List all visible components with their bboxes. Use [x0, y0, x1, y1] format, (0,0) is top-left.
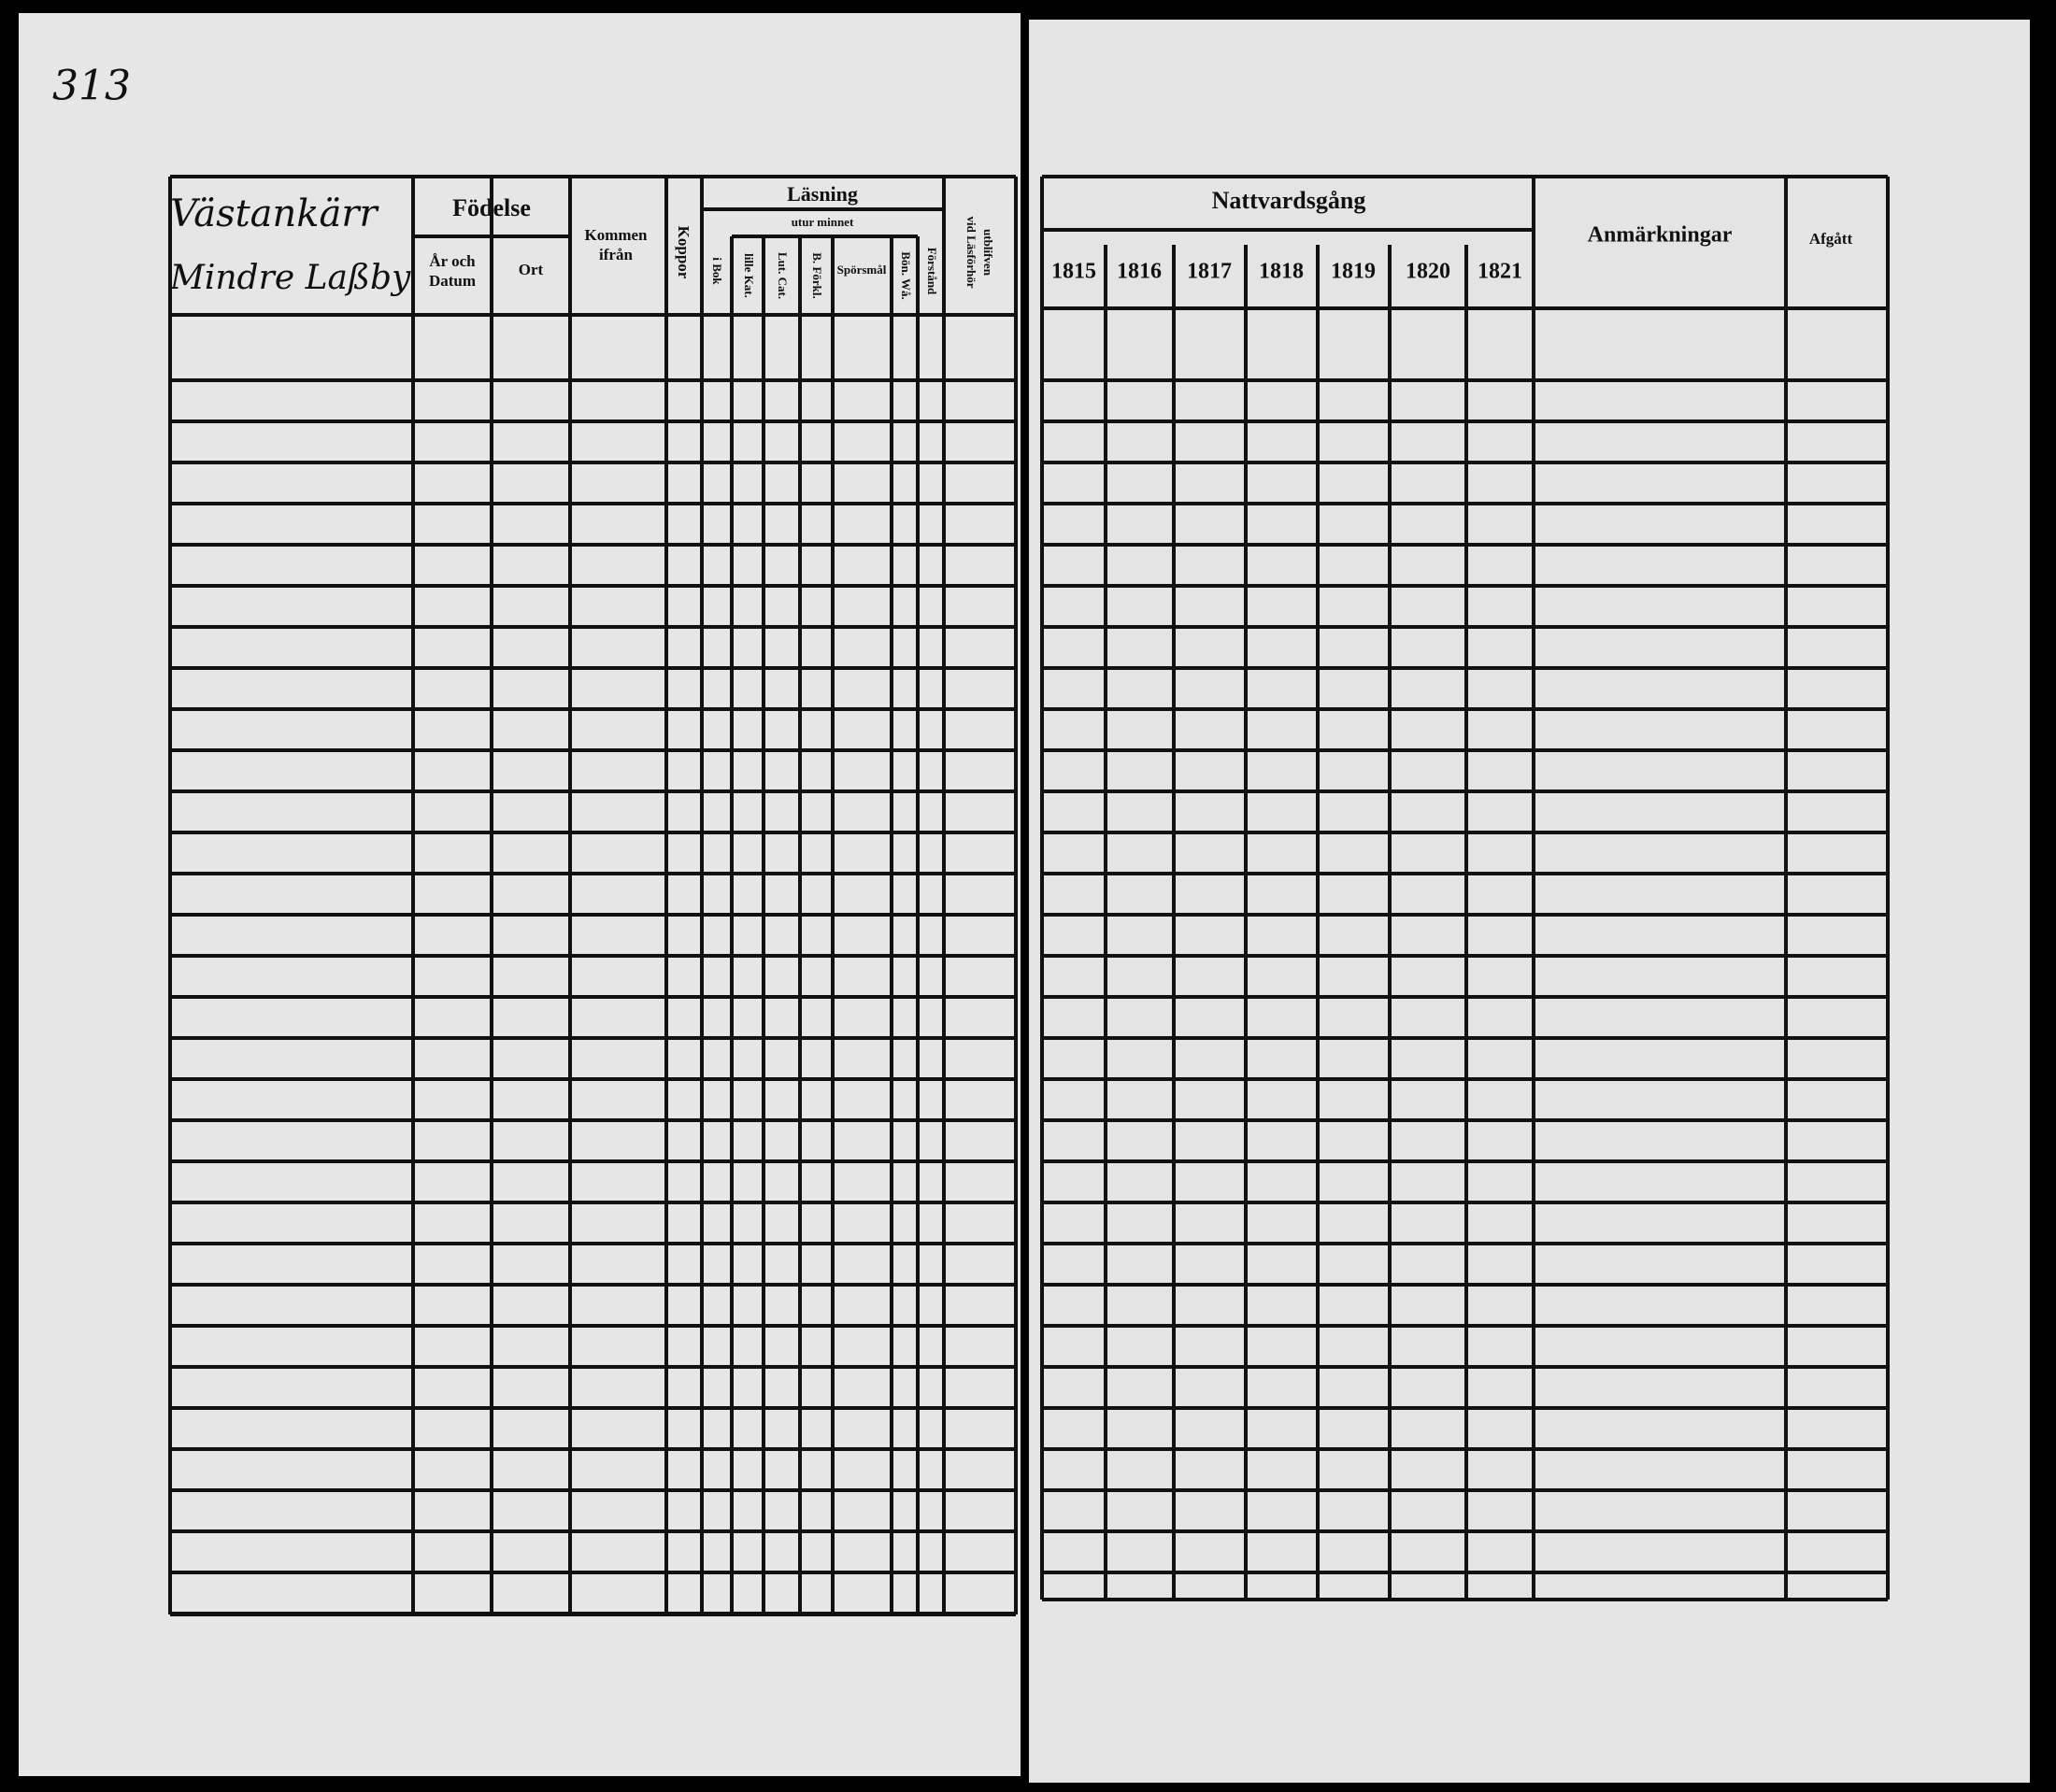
header: Förstånd	[925, 248, 939, 295]
header: lille Kat.	[742, 253, 756, 298]
header: utur minnet	[792, 215, 854, 229]
header: Afgått	[1809, 230, 1853, 248]
header: Födelse	[452, 194, 531, 221]
year-header: 1821	[1478, 260, 1522, 284]
header: År och	[429, 252, 476, 270]
year-header: 1816	[1117, 260, 1162, 284]
header: Bön. Wå.	[899, 251, 913, 299]
header: ifrån	[599, 246, 633, 263]
header: Koppor	[675, 226, 692, 279]
header: Kommen	[584, 226, 648, 244]
year-header: 1820	[1406, 260, 1450, 284]
year-header: 1815	[1051, 260, 1096, 284]
page-number: 313	[52, 63, 131, 110]
year-header: 1817	[1187, 260, 1232, 284]
header: Nattvardsgång	[1212, 187, 1366, 214]
place-name: Mindre Laßby	[169, 259, 411, 297]
table-lines	[168, 175, 1890, 1616]
header: Anmärkningar	[1588, 223, 1733, 248]
year-header: 1818	[1259, 260, 1304, 284]
right-page	[1029, 20, 2030, 1783]
header: Lut. Cat.	[776, 252, 790, 299]
header: utblifven	[981, 229, 995, 277]
header: i Bok	[710, 257, 724, 285]
year-headers: 1815 1816 1817 1818 1819 1820 1821	[1051, 260, 1522, 284]
header: Spörsmål	[837, 263, 887, 277]
header: Läsning	[787, 182, 858, 206]
header: B. Förkl.	[810, 252, 824, 298]
year-header: 1819	[1331, 260, 1376, 284]
header: Datum	[429, 272, 476, 290]
header: vid Läsförhör	[964, 217, 978, 289]
header: Ort	[519, 261, 544, 278]
left-page	[19, 13, 1021, 1776]
place-name: Västankärr	[170, 192, 379, 235]
